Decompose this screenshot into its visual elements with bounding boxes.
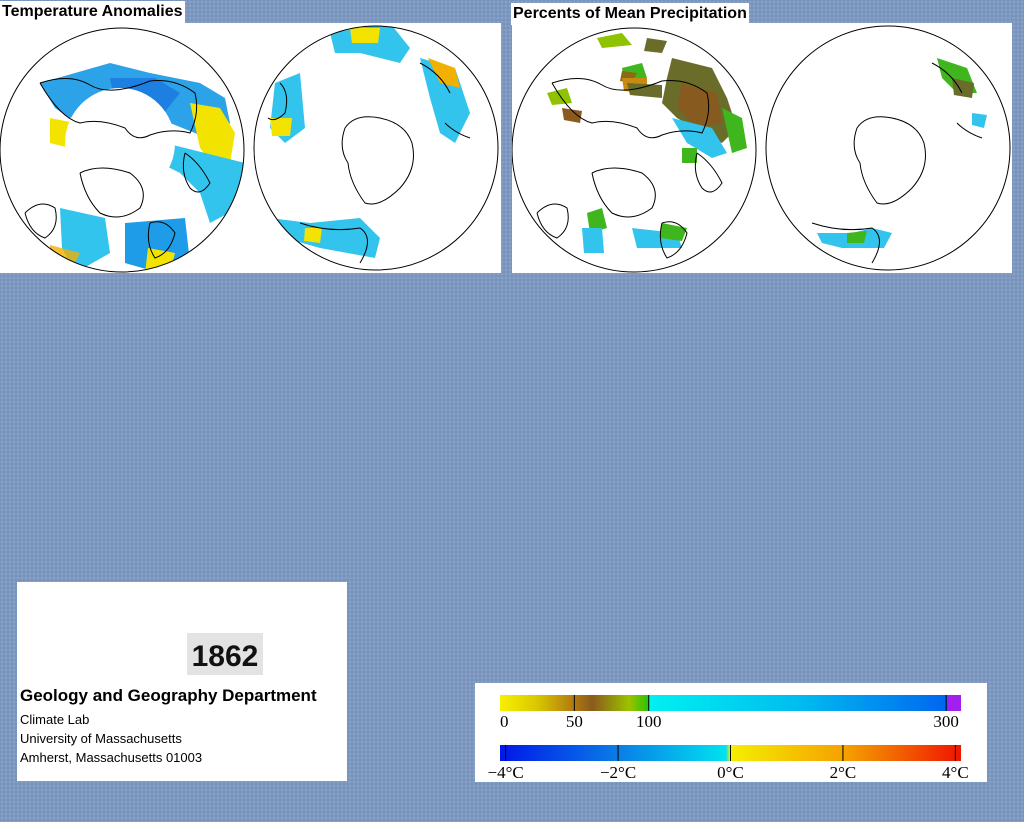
temperature-scale: −4°C −2°C 0°C 2°C 4°C — [488, 745, 969, 782]
precip-tick-label: 50 — [566, 712, 583, 731]
temp-coastlines — [24, 62, 471, 264]
precip-north-hemisphere-outline — [512, 27, 757, 273]
temperature-panel — [0, 23, 501, 273]
temp-south-anomaly-cells — [270, 26, 470, 258]
precip-coastlines — [536, 62, 983, 264]
year-label: 1862 — [187, 633, 263, 675]
university-name: University of Massachusetts — [20, 731, 182, 746]
precip-tick-label: 0 — [500, 712, 509, 731]
precip-tick-label: 100 — [636, 712, 662, 731]
info-panel: 1862 Geology and Geography Department Cl… — [17, 582, 347, 781]
department-name: Geology and Geography Department — [20, 686, 317, 705]
temp-tick-label: 0°C — [717, 763, 744, 782]
precip-north-cells — [547, 33, 747, 253]
precipitation-color-bar — [500, 695, 961, 711]
temp-tick-label: −2°C — [600, 763, 636, 782]
legend-color-scales: 0 50 100 300 −4°C −2°C 0°C 2°C 4°C — [488, 695, 969, 782]
lab-name: Climate Lab — [20, 712, 90, 727]
temp-tick-label: −4°C — [488, 763, 524, 782]
temperature-panel-title: Temperature Anomalies — [0, 1, 185, 23]
temp-tick-label: 2°C — [830, 763, 857, 782]
precip-south-hemisphere-outline — [765, 25, 1011, 271]
legend-panel: 0 50 100 300 −4°C −2°C 0°C 2°C 4°C — [475, 683, 987, 782]
precip-tick-label: 300 — [933, 712, 959, 731]
precipitation-scale: 0 50 100 300 — [500, 695, 961, 731]
temp-north-hemisphere-outline — [0, 27, 245, 273]
temp-tick-label: 4°C — [942, 763, 969, 782]
precipitation-panel — [512, 23, 1012, 273]
temperature-hemispheres-map — [0, 25, 499, 273]
temp-south-hemisphere-outline — [253, 25, 499, 271]
precipitation-panel-title: Percents of Mean Precipitation — [511, 3, 749, 25]
temp-north-anomaly-cells — [40, 63, 244, 272]
address-line: Amherst, Massachusetts 01003 — [20, 750, 203, 765]
precipitation-hemispheres-map — [512, 25, 1011, 273]
precip-south-cells — [817, 58, 987, 248]
